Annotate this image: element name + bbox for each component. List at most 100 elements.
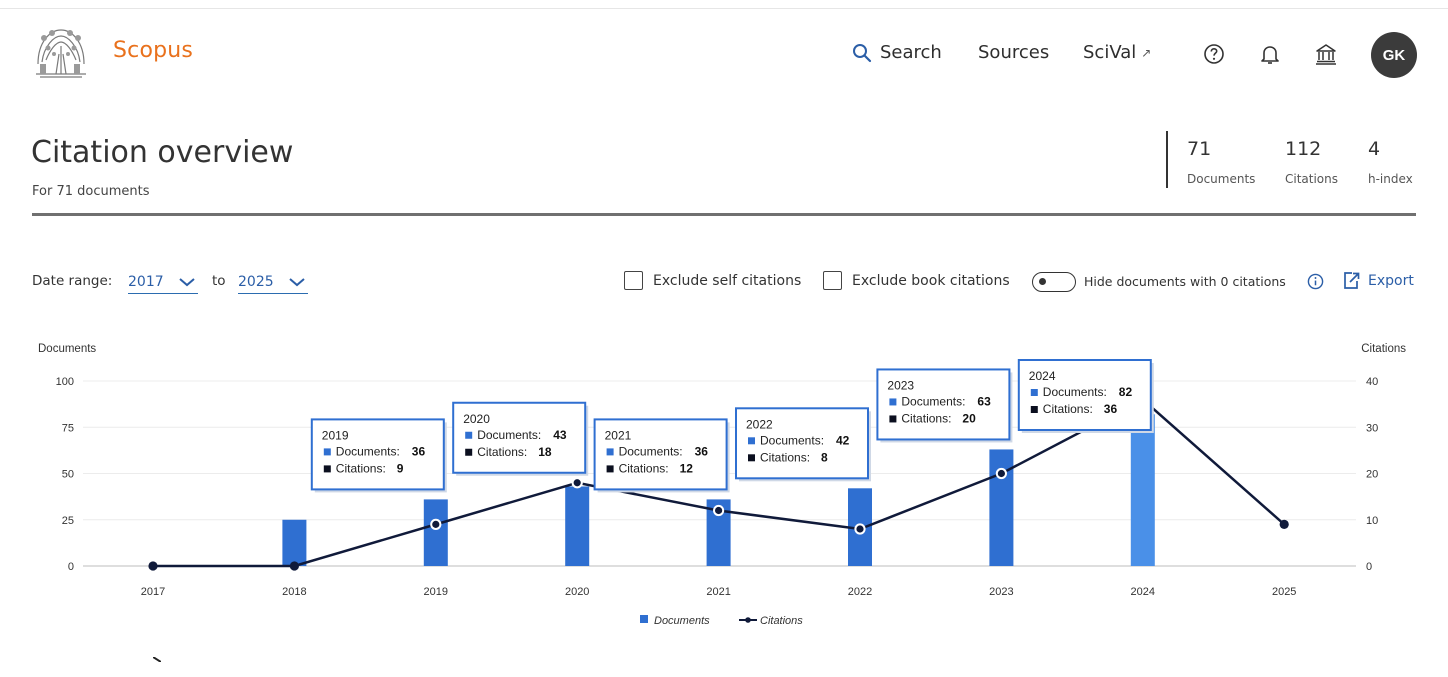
citations-point-2022 <box>854 523 866 535</box>
y-tick-label: 50 <box>62 469 74 481</box>
bell-icon[interactable] <box>1258 42 1282 66</box>
metric-documents-value: 71 <box>1187 138 1212 160</box>
tooltip-citations-swatch <box>606 465 614 473</box>
help-icon[interactable] <box>1202 42 1226 66</box>
y-tick-label: 100 <box>56 376 74 388</box>
tooltip-documents-swatch <box>465 431 473 439</box>
nav-sources-label: Sources <box>978 42 1050 63</box>
x-tick-label: 2022 <box>848 586 872 598</box>
from-year-select[interactable]: 2017 <box>128 270 198 294</box>
documents-bar-2018 <box>282 519 307 566</box>
x-tick-label: 2024 <box>1131 586 1155 598</box>
top-border <box>0 8 1448 9</box>
tooltip-citations-label: Citations: <box>477 445 527 459</box>
hide-zero-citations-toggle[interactable] <box>1032 272 1076 292</box>
tooltip-citations-swatch <box>748 454 755 462</box>
chevron-down-icon <box>178 277 195 286</box>
y2-tick-label: 20 <box>1366 469 1378 481</box>
page-title: Citation overview <box>31 135 294 170</box>
institution-icon[interactable] <box>1314 42 1338 66</box>
exclude-self-citations-label[interactable]: Exclude self citations <box>653 273 802 289</box>
tooltip-2021 <box>593 418 728 491</box>
user-avatar[interactable]: GK <box>1371 32 1417 78</box>
x-tick-label: 2019 <box>424 586 448 598</box>
metric-h-index-label: h-index <box>1368 172 1413 186</box>
tooltip-citations-swatch <box>889 415 897 423</box>
x-tick-label: 2021 <box>706 586 730 598</box>
chevron-down-icon <box>288 277 305 286</box>
x-tick-label: 2017 <box>141 586 165 598</box>
tooltip-year: 2021 <box>605 428 632 442</box>
to-year-value: 2025 <box>238 273 274 290</box>
info-icon[interactable] <box>1307 273 1324 290</box>
legend-documents-swatch <box>640 615 648 623</box>
metric-citations: 112 Citations <box>1285 138 1338 186</box>
tooltip-documents-value: 43 <box>553 428 567 442</box>
tooltip-2024 <box>1017 359 1152 431</box>
exclude-self-citations-checkbox[interactable] <box>624 271 643 290</box>
metric-citations-value: 112 <box>1285 138 1322 160</box>
export-icon <box>1344 272 1360 289</box>
hide-zero-citations-label: Hide documents with 0 citations <box>1084 274 1286 289</box>
tooltip-citations-label: Citations: <box>760 450 810 464</box>
tooltip-documents-swatch <box>323 448 331 456</box>
tooltip-documents-swatch <box>748 437 755 445</box>
documents-bar-2024 <box>1130 414 1155 566</box>
x-tick-label: 2018 <box>282 586 306 598</box>
nav-scival[interactable]: SciVal ↗ <box>1083 42 1151 63</box>
citations-point-2021 <box>713 504 725 517</box>
tooltip-documents-value: 36 <box>695 444 709 458</box>
tooltip-2023 <box>876 368 1011 441</box>
citation-chart: Documents Citations0255075100010203040201… <box>38 343 1406 627</box>
cursor-mark <box>153 657 161 662</box>
tooltip-2020 <box>452 401 587 474</box>
toggle-knob <box>1039 278 1046 285</box>
nav-search[interactable]: Search <box>852 42 942 63</box>
tooltip-documents-value: 42 <box>836 433 850 447</box>
tooltip-year: 2020 <box>463 412 490 426</box>
metric-documents: 71 Documents <box>1187 138 1255 186</box>
metric-h-index: 4 h-index <box>1368 138 1413 186</box>
citations-point-2025 <box>1279 519 1289 529</box>
nav-sources[interactable]: Sources <box>978 42 1049 63</box>
tooltip-documents-label: Documents: <box>901 394 965 408</box>
metric-h-index-value: 4 <box>1368 138 1381 160</box>
exclude-book-citations-label[interactable]: Exclude book citations <box>852 273 1010 289</box>
y-tick-label: 0 <box>68 561 74 573</box>
tooltip-citations-value: 20 <box>962 411 976 425</box>
y-tick-label: 75 <box>62 422 74 434</box>
y2-tick-label: 40 <box>1366 376 1378 388</box>
y2-axis-title: Citations <box>1361 343 1406 355</box>
title-divider <box>32 213 1416 216</box>
y2-tick-label: 0 <box>1366 561 1372 573</box>
documents-bar-2019 <box>423 499 448 566</box>
tooltip-citations-label: Citations: <box>619 461 669 475</box>
tooltip-citations-value: 9 <box>397 461 404 475</box>
tooltip-citations-swatch <box>323 465 331 473</box>
exclude-book-citations-checkbox[interactable] <box>823 271 842 290</box>
tooltip-citations-value: 12 <box>680 461 694 475</box>
date-range-label: Date range: <box>32 273 113 289</box>
tooltip-year: 2022 <box>746 417 773 431</box>
tooltip-citations-swatch <box>1030 406 1038 413</box>
tooltip-2022 <box>735 407 869 480</box>
to-year-select[interactable]: 2025 <box>238 270 308 294</box>
export-button[interactable]: Export <box>1342 271 1414 290</box>
tooltip-citations-label: Citations: <box>1043 402 1093 416</box>
page-subtitle: For 71 documents <box>32 184 150 199</box>
metric-citations-label: Citations <box>1285 172 1339 186</box>
tooltip-documents-label: Documents: <box>336 444 400 458</box>
tooltip-documents-swatch <box>889 398 897 406</box>
elsevier-logo[interactable] <box>32 24 90 80</box>
legend-documents-label: Documents <box>654 615 710 627</box>
citations-point-2023 <box>995 467 1008 480</box>
tooltip-documents-label: Documents: <box>477 428 541 442</box>
tooltip-year: 2023 <box>887 378 914 392</box>
tooltip-citations-swatch <box>465 448 473 456</box>
y2-tick-label: 30 <box>1366 422 1378 434</box>
brand-name[interactable]: Scopus <box>113 38 194 63</box>
external-link-icon: ↗ <box>1141 45 1152 60</box>
nav-search-label: Search <box>880 42 942 63</box>
citations-point-2018 <box>289 561 299 571</box>
tooltip-documents-value: 82 <box>1119 385 1133 399</box>
